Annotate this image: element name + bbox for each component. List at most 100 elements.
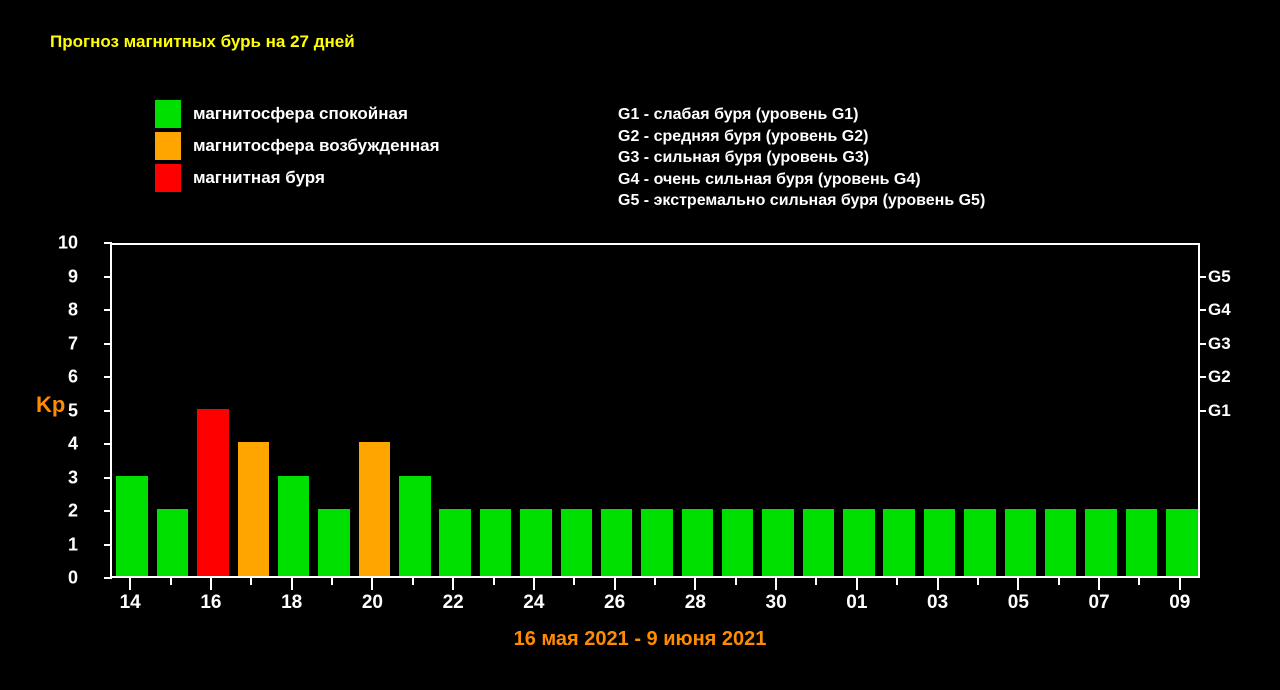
- g-level-label: G5: [1208, 267, 1231, 287]
- bar: [843, 509, 874, 576]
- chart-title: Прогноз магнитных бурь на 27 дней: [50, 32, 355, 52]
- x-tick-major: [129, 578, 131, 590]
- legend-swatch: [155, 100, 181, 128]
- x-tick-minor: [654, 578, 656, 585]
- bar: [197, 409, 228, 577]
- x-tick-label: 07: [1088, 592, 1109, 614]
- bar: [1005, 509, 1036, 576]
- y-tick-label: 0: [50, 568, 78, 589]
- legend-g-line: G1 - слабая буря (уровень G1): [618, 104, 985, 126]
- x-tick-label: 14: [120, 592, 141, 614]
- y-tick-label: 4: [50, 434, 78, 455]
- x-tick-major: [371, 578, 373, 590]
- x-tick-major: [1179, 578, 1181, 590]
- x-tick-major: [775, 578, 777, 590]
- bar: [803, 509, 834, 576]
- bar: [601, 509, 632, 576]
- legend-item: магнитосфера возбужденная: [155, 132, 440, 160]
- legend-g-line: G4 - очень сильная буря (уровень G4): [618, 169, 985, 191]
- g-tick-mark: [1198, 343, 1206, 345]
- g-tick-mark: [1198, 276, 1206, 278]
- y-tick-label: 2: [50, 501, 78, 522]
- x-tick-minor: [1138, 578, 1140, 585]
- g-level-label: G4: [1208, 300, 1231, 320]
- legend-g-line: G5 - экстремально сильная буря (уровень …: [618, 190, 985, 212]
- plot-area: [110, 243, 1200, 578]
- x-tick-minor: [1058, 578, 1060, 585]
- g-tick-mark: [1198, 410, 1206, 412]
- bar: [439, 509, 470, 576]
- y-tick-label: 1: [50, 534, 78, 555]
- g-tick-mark: [1198, 376, 1206, 378]
- legend-g-line: G2 - средняя буря (уровень G2): [618, 126, 985, 148]
- bar: [520, 509, 551, 576]
- x-tick-minor: [412, 578, 414, 585]
- y-tick-label: 7: [50, 333, 78, 354]
- x-tick-label: 01: [846, 592, 867, 614]
- bar: [399, 476, 430, 577]
- bar: [238, 442, 269, 576]
- x-tick-minor: [250, 578, 252, 585]
- x-tick-major: [210, 578, 212, 590]
- date-range-label: 16 мая 2021 - 9 июня 2021: [0, 628, 1280, 651]
- x-tick-label: 30: [766, 592, 787, 614]
- g-tick-mark: [1198, 309, 1206, 311]
- bar: [318, 509, 349, 576]
- y-tick-label: 9: [50, 266, 78, 287]
- bar: [116, 476, 147, 577]
- x-tick-major: [1017, 578, 1019, 590]
- x-tick-label: 05: [1008, 592, 1029, 614]
- bar: [924, 509, 955, 576]
- x-tick-major: [452, 578, 454, 590]
- chart-container: Прогноз магнитных бурь на 27 дней магнит…: [0, 0, 1280, 690]
- x-tick-label: 16: [200, 592, 221, 614]
- bar: [480, 509, 511, 576]
- x-tick-label: 18: [281, 592, 302, 614]
- bar: [561, 509, 592, 576]
- bar: [682, 509, 713, 576]
- legend-colors: магнитосфера спокойнаямагнитосфера возбу…: [155, 100, 440, 196]
- x-tick-major: [856, 578, 858, 590]
- bar: [359, 442, 390, 576]
- bar: [1166, 509, 1197, 576]
- y-tick-label: 3: [50, 467, 78, 488]
- legend-label: магнитная буря: [193, 168, 325, 188]
- x-tick-minor: [815, 578, 817, 585]
- x-tick-major: [291, 578, 293, 590]
- x-tick-label: 24: [523, 592, 544, 614]
- x-tick-major: [937, 578, 939, 590]
- legend-label: магнитосфера возбужденная: [193, 136, 440, 156]
- bar: [641, 509, 672, 576]
- g-level-label: G1: [1208, 401, 1231, 421]
- x-tick-label: 20: [362, 592, 383, 614]
- x-tick-minor: [493, 578, 495, 585]
- bars-group: [112, 245, 1198, 576]
- y-tick-label: 6: [50, 367, 78, 388]
- bar: [278, 476, 309, 577]
- x-tick-minor: [573, 578, 575, 585]
- x-tick-major: [614, 578, 616, 590]
- bar: [1126, 509, 1157, 576]
- bar: [1085, 509, 1116, 576]
- bar: [1045, 509, 1076, 576]
- x-tick-minor: [331, 578, 333, 585]
- x-tick-label: 28: [685, 592, 706, 614]
- bar: [722, 509, 753, 576]
- legend-swatch: [155, 164, 181, 192]
- x-tick-label: 03: [927, 592, 948, 614]
- g-level-label: G3: [1208, 334, 1231, 354]
- x-tick-major: [1098, 578, 1100, 590]
- y-tick-label: 10: [50, 233, 78, 254]
- legend-g-levels: G1 - слабая буря (уровень G1)G2 - средня…: [618, 104, 985, 212]
- bar: [964, 509, 995, 576]
- x-tick-minor: [735, 578, 737, 585]
- x-tick-minor: [170, 578, 172, 585]
- x-tick-minor: [896, 578, 898, 585]
- y-tick-label: 5: [50, 400, 78, 421]
- g-level-label: G2: [1208, 367, 1231, 387]
- x-tick-label: 22: [443, 592, 464, 614]
- x-tick-label: 09: [1169, 592, 1190, 614]
- x-tick-label: 26: [604, 592, 625, 614]
- bar: [157, 509, 188, 576]
- x-tick-major: [533, 578, 535, 590]
